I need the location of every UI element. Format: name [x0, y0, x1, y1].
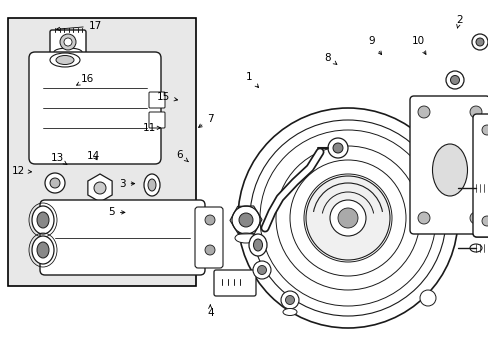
Circle shape [238, 108, 457, 328]
Text: 1: 1 [245, 72, 258, 87]
Circle shape [481, 125, 488, 135]
Ellipse shape [327, 138, 347, 158]
Ellipse shape [253, 239, 262, 251]
Text: 5: 5 [108, 207, 124, 217]
FancyBboxPatch shape [149, 92, 164, 108]
Text: 10: 10 [411, 36, 425, 54]
Text: 12: 12 [12, 166, 31, 176]
FancyBboxPatch shape [472, 114, 488, 237]
Text: 3: 3 [119, 179, 134, 189]
Ellipse shape [471, 34, 487, 50]
Ellipse shape [231, 206, 260, 234]
Text: 4: 4 [206, 305, 213, 318]
Ellipse shape [445, 71, 463, 89]
Text: 6: 6 [176, 150, 188, 162]
Ellipse shape [148, 179, 156, 191]
Ellipse shape [54, 48, 82, 56]
Circle shape [329, 200, 365, 236]
Bar [8, 18, 196, 286]
Ellipse shape [257, 266, 266, 274]
Ellipse shape [248, 234, 266, 256]
Ellipse shape [281, 291, 298, 309]
Ellipse shape [475, 38, 483, 46]
FancyBboxPatch shape [472, 114, 488, 237]
Circle shape [481, 125, 488, 135]
FancyBboxPatch shape [214, 270, 256, 296]
Ellipse shape [94, 182, 106, 194]
Circle shape [419, 290, 435, 306]
Ellipse shape [143, 174, 160, 196]
Ellipse shape [469, 244, 481, 252]
Circle shape [469, 106, 481, 118]
Text: 16: 16 [77, 74, 94, 85]
Text: 7: 7 [198, 114, 213, 127]
Circle shape [417, 106, 429, 118]
Text: 15: 15 [157, 92, 177, 102]
FancyBboxPatch shape [195, 207, 223, 268]
Ellipse shape [32, 236, 54, 264]
Text: 13: 13 [51, 153, 67, 165]
Text: 9: 9 [367, 36, 381, 55]
Ellipse shape [283, 309, 296, 315]
Circle shape [204, 245, 215, 255]
Text: 2: 2 [455, 15, 462, 28]
Ellipse shape [50, 53, 80, 67]
Text: 17: 17 [57, 21, 102, 31]
FancyBboxPatch shape [149, 112, 164, 128]
Circle shape [305, 176, 389, 260]
Ellipse shape [37, 212, 49, 228]
Ellipse shape [332, 143, 342, 153]
Text: 14: 14 [87, 150, 101, 161]
Text: 8: 8 [324, 53, 336, 64]
Circle shape [417, 212, 429, 224]
Ellipse shape [239, 213, 252, 227]
Ellipse shape [431, 144, 467, 196]
Text: 11: 11 [142, 123, 160, 133]
Ellipse shape [449, 76, 459, 85]
Circle shape [481, 216, 488, 226]
Circle shape [469, 212, 481, 224]
Ellipse shape [235, 233, 257, 243]
Circle shape [481, 216, 488, 226]
Circle shape [204, 215, 215, 225]
Circle shape [337, 208, 357, 228]
Ellipse shape [469, 184, 481, 192]
Ellipse shape [45, 173, 65, 193]
Ellipse shape [37, 242, 49, 258]
FancyBboxPatch shape [409, 96, 488, 234]
FancyBboxPatch shape [50, 30, 86, 54]
Ellipse shape [50, 178, 60, 188]
Ellipse shape [56, 55, 74, 64]
Ellipse shape [60, 34, 76, 50]
Ellipse shape [32, 206, 54, 234]
FancyBboxPatch shape [40, 200, 204, 275]
Ellipse shape [252, 261, 270, 279]
FancyBboxPatch shape [29, 52, 161, 164]
Ellipse shape [64, 38, 72, 46]
Ellipse shape [285, 296, 294, 305]
